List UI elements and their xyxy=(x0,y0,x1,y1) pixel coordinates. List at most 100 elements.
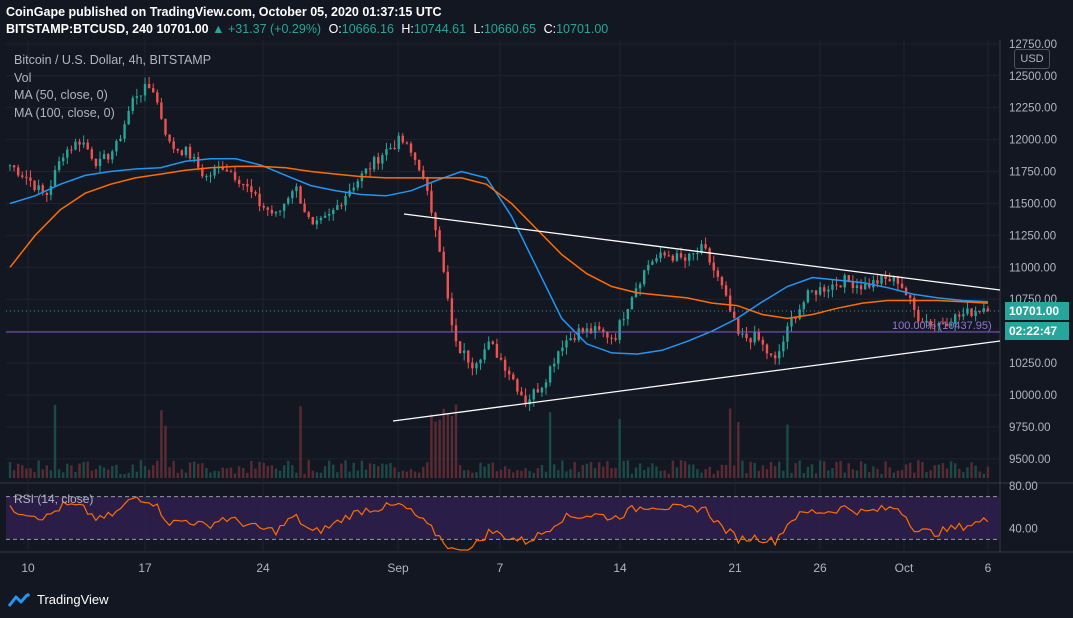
price-chart[interactable]: 100.00% (10437.95) 9500.00 9750.00 10000.0… xyxy=(0,0,1073,585)
volume-bar xyxy=(66,463,69,478)
candle-body xyxy=(814,290,818,295)
candle-body xyxy=(794,317,797,319)
volume-bar xyxy=(900,469,904,478)
volume-bar xyxy=(417,472,421,478)
volume-bar xyxy=(688,464,691,478)
candle-body xyxy=(602,329,605,332)
candle-body xyxy=(569,338,572,341)
volume-bar xyxy=(209,472,212,478)
candle-body xyxy=(921,321,924,323)
volume-bar xyxy=(450,415,454,478)
candle-body xyxy=(786,326,789,342)
volume-bar xyxy=(25,468,28,478)
candle-body xyxy=(876,280,879,284)
rsi-label: RSI (14, close) xyxy=(14,492,94,506)
candle-body xyxy=(606,331,609,338)
volume-bar xyxy=(532,472,535,478)
volume-bar xyxy=(438,419,441,478)
volume-bar xyxy=(937,464,941,478)
candle-body xyxy=(913,297,916,310)
candle-body xyxy=(888,278,891,282)
candle-body xyxy=(614,338,617,340)
volume-bar xyxy=(941,463,945,478)
y-tick-label: 11250.00 xyxy=(1009,230,1056,242)
volume-bar xyxy=(561,460,564,478)
candle-body xyxy=(769,353,773,356)
candle-body xyxy=(958,314,961,317)
candle-body xyxy=(254,192,257,194)
candle-body xyxy=(368,168,372,170)
candle-body xyxy=(213,168,216,176)
candle-body xyxy=(74,141,77,150)
candle-body xyxy=(176,149,179,151)
rsi-tick-label: 80.00 xyxy=(1009,481,1038,493)
candle-body xyxy=(287,198,290,204)
volume-bar xyxy=(123,473,126,478)
candle-body xyxy=(663,252,666,256)
candle-body xyxy=(311,216,314,225)
candle-body xyxy=(557,351,560,364)
volume-bar xyxy=(953,463,957,478)
volume-bar xyxy=(242,467,245,478)
legend-ma50: MA (50, close, 0) xyxy=(14,88,108,102)
volume-bar xyxy=(340,463,343,478)
volume-bar xyxy=(315,472,319,478)
candle-body xyxy=(123,124,126,139)
candle-body xyxy=(111,151,114,160)
currency-button[interactable]: USD xyxy=(1014,49,1050,69)
candle-body xyxy=(949,323,953,326)
candle-body xyxy=(422,170,425,178)
candle-body xyxy=(884,275,887,279)
volume-bar xyxy=(761,465,765,478)
volume-bar xyxy=(303,473,306,478)
volume-bar xyxy=(933,465,936,478)
volume-bar xyxy=(8,462,12,478)
candle-body xyxy=(581,328,585,332)
candle-body xyxy=(904,287,908,296)
candle-body xyxy=(986,308,990,311)
candle-body xyxy=(790,317,793,327)
volume-bar xyxy=(119,473,122,478)
fib-label: 100.00% (10437.95) xyxy=(892,320,992,332)
volume-bar xyxy=(164,425,167,478)
candle-body xyxy=(401,135,404,143)
candle-body xyxy=(544,382,548,388)
candle-body xyxy=(716,270,720,277)
volume-bar xyxy=(221,467,224,478)
candle-body xyxy=(622,319,625,321)
volume-bar xyxy=(426,462,429,478)
candle-body xyxy=(29,177,32,181)
volume-bar xyxy=(98,465,102,478)
candle-body xyxy=(798,309,801,319)
volume-bar xyxy=(757,470,760,478)
candle-body xyxy=(503,359,507,371)
volume-bar xyxy=(573,461,576,478)
candle-body xyxy=(90,149,94,159)
candle-body xyxy=(851,281,855,289)
y-tick-label: 9500.00 xyxy=(1009,454,1051,466)
volume-bar xyxy=(201,463,204,478)
volume-bar xyxy=(552,464,556,478)
volume-bar xyxy=(516,470,519,478)
candle-body xyxy=(880,275,883,284)
volume-bar xyxy=(225,468,229,478)
candle-body xyxy=(704,244,707,249)
candle-body xyxy=(86,142,89,150)
volume-bar xyxy=(679,460,683,478)
volume-bar xyxy=(626,460,630,478)
volume-bar xyxy=(61,472,65,478)
volume-bar xyxy=(115,464,118,478)
countdown-tag: 02:22:47 xyxy=(1005,322,1069,340)
volume-bar xyxy=(86,461,89,478)
volume-bar xyxy=(884,461,887,478)
tradingview-logo[interactable]: TradingView xyxy=(8,592,109,607)
volume-bar xyxy=(945,468,949,478)
volume-bar xyxy=(598,462,601,478)
candle-body xyxy=(761,339,765,345)
candle-body xyxy=(21,175,24,177)
candle-body xyxy=(827,289,830,292)
candle-body xyxy=(831,284,834,290)
volume-bar xyxy=(135,471,139,478)
candle-body xyxy=(53,170,57,187)
candle-body xyxy=(315,220,319,225)
